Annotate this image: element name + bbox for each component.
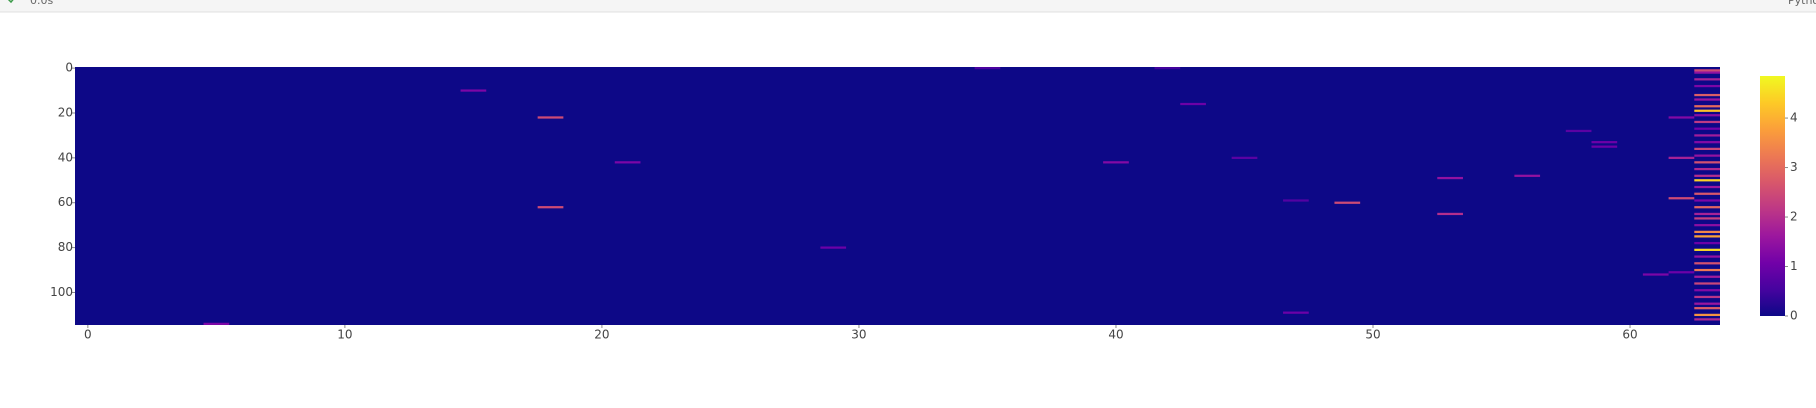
- heatmap-cell: [1694, 224, 1720, 227]
- heatmap-cell: [1694, 255, 1720, 258]
- heatmap-cell: [1694, 174, 1720, 177]
- heatmap-cell: [1591, 145, 1618, 148]
- heatmap-cell: [1694, 179, 1720, 182]
- heatmap-cell: [460, 89, 487, 92]
- heatmap-cell: [1694, 154, 1720, 157]
- heatmap-cell: [1694, 71, 1720, 74]
- heatmap-cell: [1694, 105, 1720, 108]
- x-tick-label: 0: [84, 328, 92, 342]
- heatmap-cell: [1694, 275, 1720, 278]
- execution-time: 0.0s: [30, 0, 53, 7]
- heatmap-cell: [974, 67, 1001, 70]
- y-tick-label: 80: [58, 240, 73, 254]
- heatmap-cell: [1694, 109, 1720, 112]
- y-tick-label: 100: [50, 285, 73, 299]
- heatmap-cell: [1694, 248, 1720, 251]
- heatmap-cell: [537, 206, 564, 209]
- heatmap-cell: [1283, 199, 1309, 202]
- heatmap-cell: [1694, 235, 1720, 238]
- heatmap-cell: [1334, 201, 1361, 204]
- heatmap-cell: [1694, 141, 1720, 144]
- heatmap-cell: [1642, 273, 1669, 276]
- x-tick-label: 60: [1622, 328, 1637, 342]
- heatmap-cell: [1694, 147, 1720, 151]
- heatmap-cell: [1694, 302, 1720, 305]
- heatmap-cell: [1668, 116, 1695, 119]
- heatmap-cell: [1231, 156, 1258, 159]
- heatmap-cell: [1694, 127, 1720, 130]
- heatmap-cell: [1694, 69, 1720, 72]
- heatmap-cell: [1591, 141, 1618, 144]
- heatmap-cell: [1437, 176, 1463, 180]
- heatmap-cell: [1668, 156, 1695, 159]
- heatmap-cell: [1694, 161, 1720, 164]
- heatmap-cell: [1694, 114, 1720, 117]
- heatmap-cell: [1694, 241, 1720, 245]
- y-tick-label: 0: [65, 61, 73, 75]
- kernel-name: Python: [1788, 0, 1816, 7]
- heatmap-cell: [1694, 289, 1720, 292]
- colorbar-tick-label: 3: [1790, 160, 1798, 174]
- heatmap-cell: [1694, 98, 1720, 101]
- colorbar-tick-label: 0: [1790, 309, 1798, 323]
- heatmap-cell: [1694, 120, 1720, 124]
- heatmap-cell: [1694, 217, 1720, 220]
- y-tick-label: 20: [58, 105, 73, 119]
- heatmap-cell: [203, 322, 230, 325]
- heatmap-cell: [1694, 206, 1720, 209]
- y-tick-label: 40: [58, 150, 73, 164]
- heatmap-cell: [1694, 199, 1720, 202]
- heatmap-cell: [614, 161, 641, 164]
- heatmap-cell: [1694, 93, 1720, 97]
- heatmap-cell: [537, 116, 564, 119]
- heatmap-cell: [1154, 67, 1181, 70]
- x-tick-label: 30: [851, 328, 866, 342]
- heatmap-cell: [1565, 129, 1592, 133]
- colorbar: [1760, 76, 1785, 316]
- heatmap-cell: [1694, 78, 1720, 81]
- heatmap-cell: [1694, 230, 1720, 234]
- heatmap-cell: [1283, 311, 1309, 314]
- cell-toolbar: [0, 0, 1816, 12]
- heatmap-cell: [1437, 212, 1463, 216]
- heatmap-cell: [1694, 192, 1720, 195]
- y-tick-label: 60: [58, 195, 73, 209]
- colorbar-tick-label: 1: [1790, 259, 1798, 273]
- heatmap-cell: [1694, 134, 1720, 137]
- heatmap-cell: [1694, 318, 1720, 321]
- heatmap-cell: [1694, 185, 1720, 189]
- x-tick-label: 40: [1108, 328, 1123, 342]
- heatmap-cell: [1180, 102, 1206, 106]
- heatmap-cell: [1694, 167, 1720, 171]
- colorbar-tick-label: 2: [1790, 210, 1798, 224]
- heatmap-cell: [1514, 174, 1541, 177]
- heatmap-cell: [820, 246, 847, 249]
- heatmap-cell: [1694, 212, 1720, 216]
- heatmap-cell: [1103, 161, 1129, 164]
- heatmap-cell: [1694, 295, 1720, 299]
- heatmap-cell: [1694, 84, 1720, 88]
- success-icon: [7, 0, 14, 4]
- heatmap-cell: [1694, 262, 1720, 265]
- heatmap-cell: [1694, 282, 1720, 285]
- x-tick-label: 50: [1365, 328, 1380, 342]
- heatmap-cell: [1694, 307, 1720, 310]
- heatmap-cell: [1668, 197, 1695, 200]
- colorbar-tick-label: 4: [1790, 111, 1798, 125]
- heatmap-cell: [1694, 313, 1720, 317]
- x-tick-label: 20: [594, 328, 609, 342]
- heatmap-cell: [1668, 271, 1695, 274]
- heatmap-background: [75, 67, 1720, 325]
- x-tick-label: 10: [337, 328, 352, 342]
- heatmap-cell: [1694, 268, 1720, 272]
